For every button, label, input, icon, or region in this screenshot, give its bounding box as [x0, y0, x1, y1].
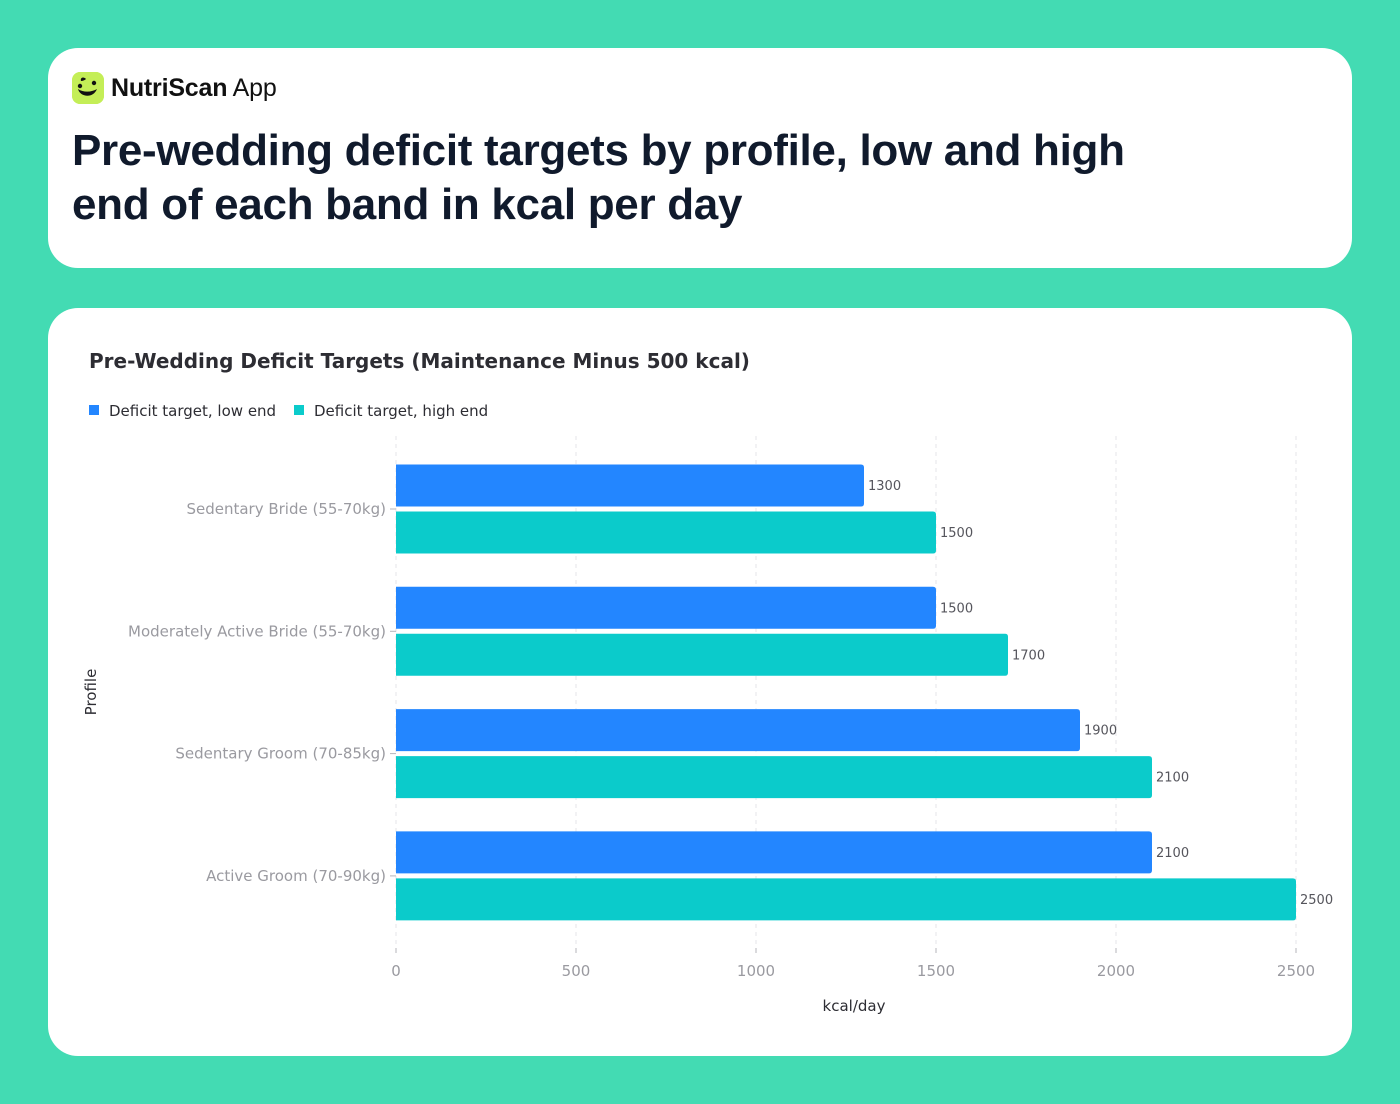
bar-high-end [396, 878, 1296, 921]
x-tick-label: 2000 [1097, 962, 1135, 980]
headline: Pre-wedding deficit targets by profile, … [72, 126, 1125, 229]
chart-card: Pre-Wedding Deficit Targets (Maintenance… [48, 308, 1352, 1056]
y-tick-label: Sedentary Groom (70-85kg) [175, 745, 386, 763]
bar-value-label: 2500 [1300, 893, 1333, 908]
bar-low-end [396, 464, 864, 507]
bar-value-label: 1300 [868, 479, 901, 494]
bar-value-label: 1500 [940, 526, 973, 541]
x-tick-label: 1000 [737, 962, 775, 980]
y-tick-label: Active Groom (70-90kg) [206, 867, 386, 885]
legend-label-high: Deficit target, high end [314, 402, 488, 420]
smiling-leaf-icon [72, 72, 104, 104]
y-axis-label: Profile [82, 669, 100, 716]
bar-value-label: 1900 [1084, 724, 1117, 739]
brand-suffix: App [232, 73, 277, 102]
legend-label-low: Deficit target, low end [109, 402, 276, 420]
bar-low-end [396, 709, 1080, 752]
brand: NutriScan App [72, 72, 277, 104]
bar-value-label: 1500 [940, 601, 973, 616]
brand-name-bold: NutriScan [111, 73, 228, 102]
legend: Deficit target, low end Deficit target, … [89, 402, 488, 420]
brand-name: NutriScan App [111, 74, 277, 103]
bar-low-end [396, 831, 1152, 874]
chart-title: Pre-Wedding Deficit Targets (Maintenance… [89, 349, 750, 373]
x-tick-label: 2500 [1277, 962, 1315, 980]
x-axis-label: kcal/day [823, 997, 886, 1015]
bar-high-end [396, 511, 936, 554]
y-tick-label: Moderately Active Bride (55-70kg) [128, 622, 386, 640]
bars [396, 464, 1296, 921]
y-axis: Sedentary Bride (55-70kg) Moderately Acti… [128, 500, 396, 885]
bar-chart: Pre-Wedding Deficit Targets (Maintenance… [82, 349, 1333, 1015]
bar-value-label: 1700 [1012, 648, 1045, 663]
x-tick-label: 1500 [917, 962, 955, 980]
bar-high-end [396, 633, 1008, 676]
bar-low-end [396, 586, 936, 629]
x-axis: 0 500 1000 1500 2000 2500 [391, 948, 1315, 980]
value-labels: 1300 1500 1500 1700 1900 2100 2100 2500 [868, 479, 1333, 908]
header-card: NutriScan App Pre-wedding deficit target… [48, 48, 1352, 268]
legend-swatch-high [294, 405, 304, 415]
x-tick-label: 0 [391, 962, 401, 980]
x-tick-label: 500 [562, 962, 591, 980]
bar-high-end [396, 756, 1152, 799]
legend-swatch-low [89, 405, 99, 415]
y-tick-label: Sedentary Bride (55-70kg) [186, 500, 386, 518]
bar-value-label: 2100 [1156, 771, 1189, 786]
bar-value-label: 2100 [1156, 846, 1189, 861]
